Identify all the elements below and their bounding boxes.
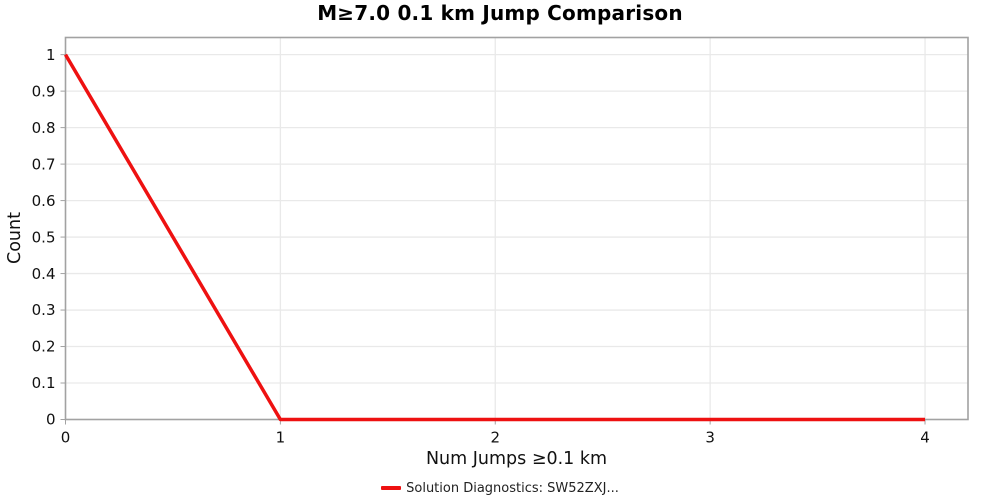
y-tick-label: 0.3 <box>32 301 56 319</box>
chart-title: M≥7.0 0.1 km Jump Comparison <box>317 1 683 25</box>
y-tick-label: 0.8 <box>32 119 56 137</box>
x-tick-label: 2 <box>490 429 500 447</box>
y-tick-label: 0.5 <box>32 228 56 246</box>
legend-label: Solution Diagnostics: SW52ZXJ... <box>406 480 619 496</box>
x-tick-label: 0 <box>61 429 71 447</box>
y-tick-label: 0.1 <box>32 374 56 392</box>
y-tick-label: 0 <box>46 411 56 429</box>
x-tick-label: 3 <box>705 429 715 447</box>
y-tick-label: 0.4 <box>32 265 56 283</box>
x-axis-title: Num Jumps ≥0.1 km <box>425 449 608 469</box>
legend-item-solution-diagnostics[interactable]: Solution Diagnostics: SW52ZXJ... <box>381 481 619 496</box>
series-line <box>63 53 926 422</box>
y-tick-label: 0.2 <box>32 338 56 356</box>
y-tick-label: 0.6 <box>32 192 56 210</box>
y-tick-label: 1 <box>46 46 56 64</box>
y-tick-label: 0.7 <box>32 155 56 173</box>
plot-border <box>64 36 969 421</box>
x-tick-label: 4 <box>920 429 930 447</box>
y-tick-label: 0.9 <box>32 82 56 100</box>
red-line-swatch <box>381 486 402 490</box>
legend: Solution Diagnostics: SW52ZXJ... <box>0 478 1000 498</box>
y-axis-title: Count <box>5 212 25 264</box>
x-tick-label: 1 <box>276 429 286 447</box>
